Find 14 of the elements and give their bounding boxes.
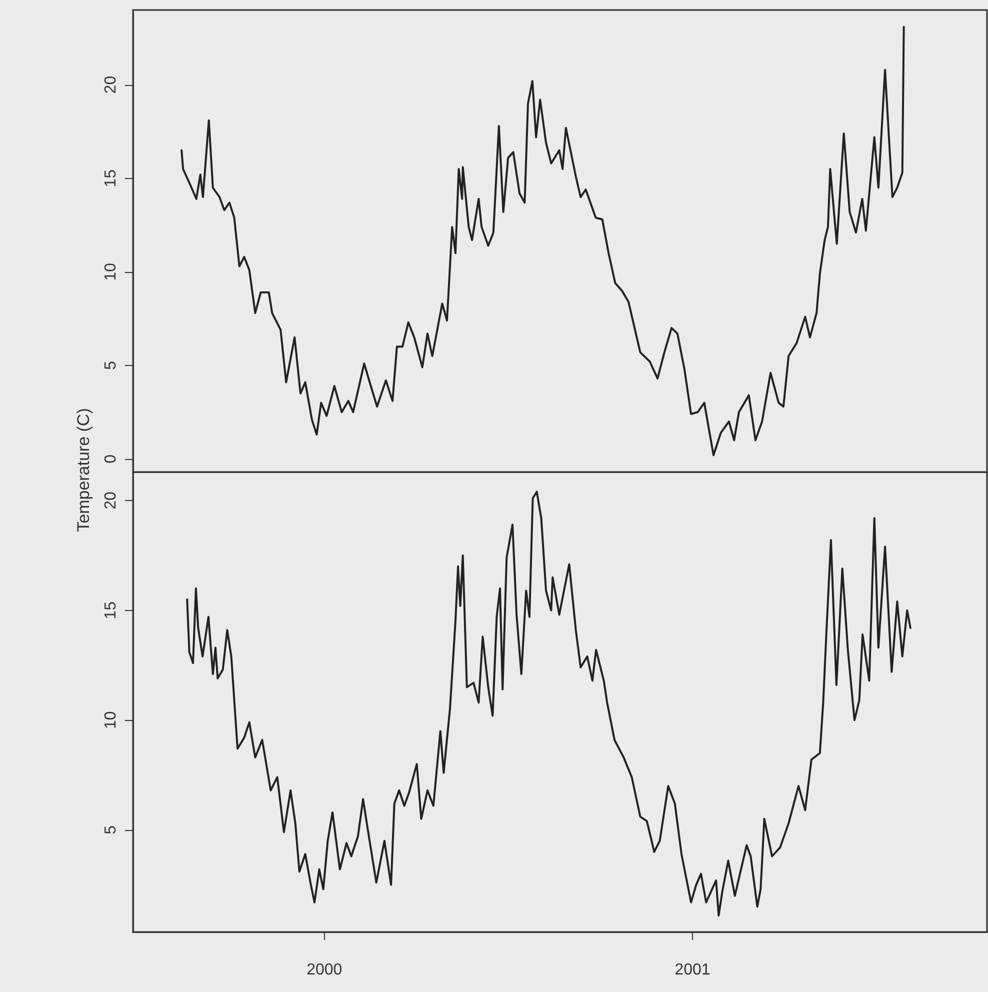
y-tick-label: 20 xyxy=(102,492,120,510)
y-tick-label: 5 xyxy=(102,360,120,370)
y-tick-label: 5 xyxy=(102,825,120,834)
y-tick-label: 15 xyxy=(102,601,120,620)
y-tick-label: 20 xyxy=(102,76,120,94)
y-tick-label: 10 xyxy=(102,262,120,281)
y-tick-label: 10 xyxy=(102,711,120,730)
y-axis-title: Temperature (C) xyxy=(74,408,94,532)
x-tick-label: 2000 xyxy=(306,962,342,978)
line-series xyxy=(186,490,912,917)
y-tick-label: 0 xyxy=(102,454,120,464)
line-series xyxy=(180,26,905,456)
x-tick-label: 2001 xyxy=(674,962,710,978)
y-tick-label: 15 xyxy=(102,169,120,188)
